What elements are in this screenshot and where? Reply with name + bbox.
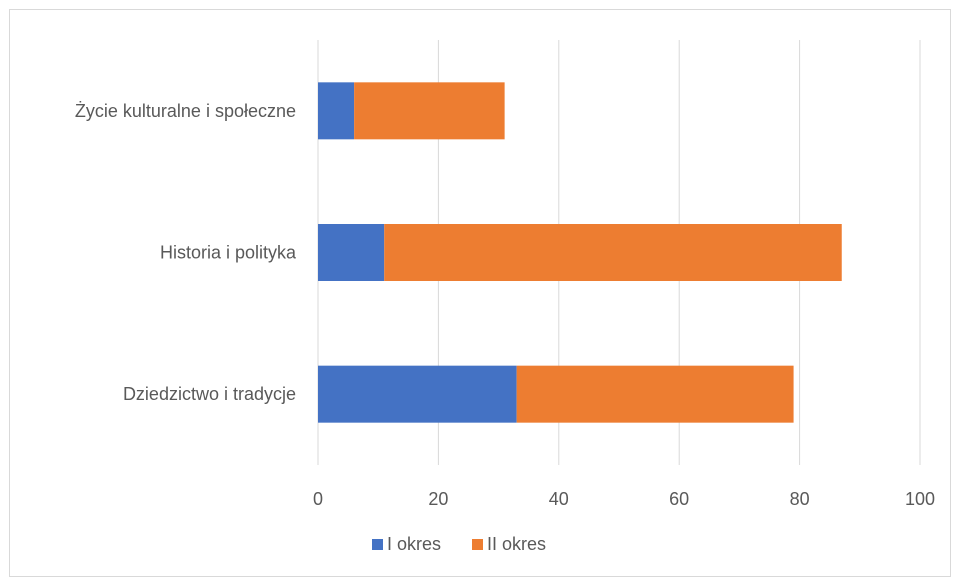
legend-label: II okres (487, 534, 546, 554)
legend-swatch (372, 539, 383, 550)
bar-segment (384, 224, 842, 281)
x-tick-label: 80 (790, 489, 810, 509)
x-tick-label: 60 (669, 489, 689, 509)
x-tick-label: 100 (905, 489, 935, 509)
legend-swatch (472, 539, 483, 550)
bar-segment (318, 82, 355, 140)
bar-layer (318, 82, 842, 423)
category-label: Historia i polityka (160, 243, 297, 263)
bar-segment (318, 365, 517, 423)
bar-segment (516, 365, 794, 423)
x-tick-label: 0 (313, 489, 323, 509)
label-layer: 0 20 40 60 80 100 Dziedzictwo i tradycje Histor… (75, 101, 935, 509)
category-label: Życie kulturalne i społeczne (75, 101, 296, 121)
bar-segment (318, 224, 385, 281)
x-tick-label: 20 (428, 489, 448, 509)
legend: I okres II okres (372, 534, 546, 554)
bar-segment (354, 82, 505, 140)
x-tick-label: 40 (549, 489, 569, 509)
legend-label: I okres (387, 534, 441, 554)
category-label: Dziedzictwo i tradycje (123, 384, 296, 404)
